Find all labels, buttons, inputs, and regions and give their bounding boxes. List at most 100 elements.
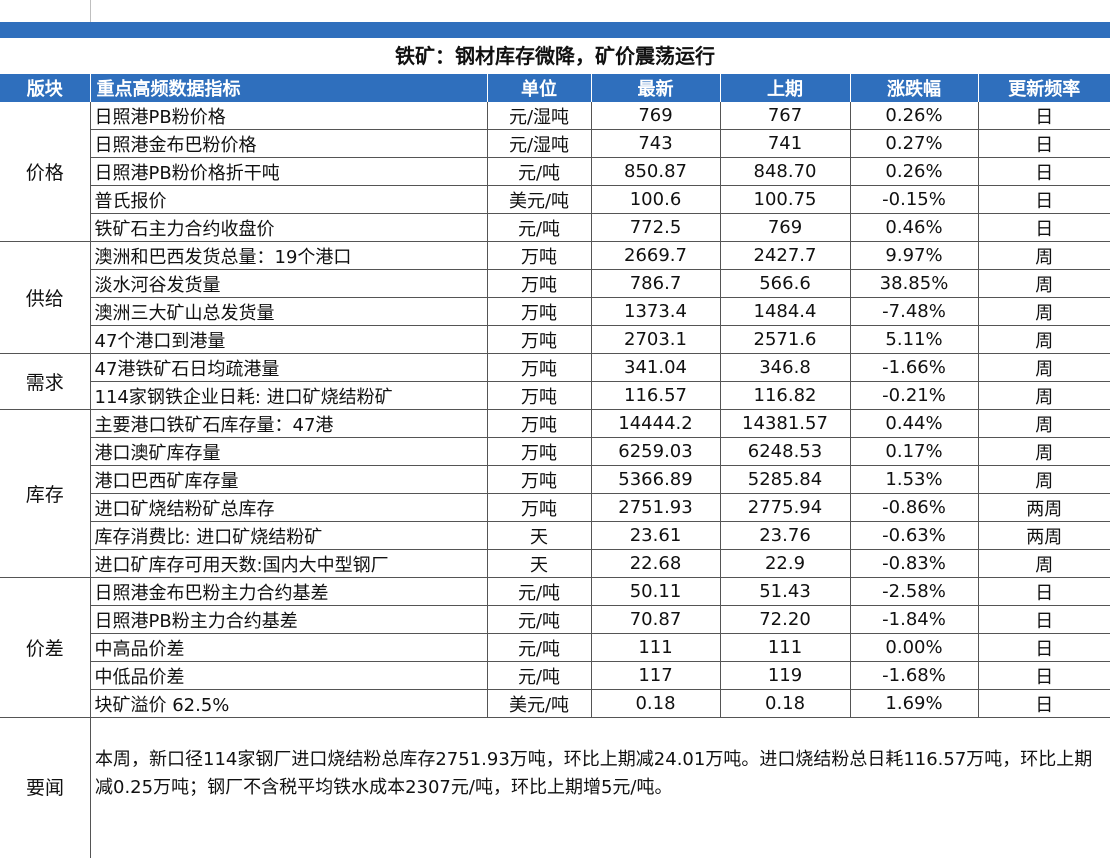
cell-latest: 117	[590, 661, 720, 690]
cell-previous: 767	[719, 102, 850, 130]
cell-latest: 22.68	[590, 549, 720, 578]
cell-change: -0.63%	[849, 521, 978, 550]
cell-freq: 周	[977, 409, 1110, 438]
cell-previous: 23.76	[719, 521, 850, 550]
cell-latest: 850.87	[590, 157, 720, 186]
cell-freq: 两周	[977, 493, 1110, 522]
cell-unit: 元/吨	[486, 661, 591, 690]
cell-unit: 元/湿吨	[486, 102, 591, 130]
cell-unit: 元/吨	[486, 577, 591, 606]
cell-previous: 119	[719, 661, 850, 690]
cell-previous: 2427.7	[719, 241, 850, 270]
table-row: 进口矿烧结粉矿总库存 万吨 2751.93 2775.94 -0.86% 两周	[0, 493, 1110, 522]
table-row: 价差 日照港金布巴粉主力合约基差 元/吨 50.11 51.43 -2.58% 日	[0, 577, 1110, 718]
cell-indicator: 日照港PB粉价格折干吨	[89, 157, 487, 186]
cell-previous: 22.9	[719, 549, 850, 578]
table-row: 价格 日照港PB粉价格 元/湿吨 769 767 0.26% 日	[0, 102, 1110, 242]
table-row: 47个港口到港量 万吨 2703.1 2571.6 5.11% 周	[0, 325, 1110, 354]
cell-unit: 万吨	[486, 381, 591, 410]
table-row: 澳洲三大矿山总发货量 万吨 1373.4 1484.4 -7.48% 周	[0, 297, 1110, 326]
table-row: 中高品价差 元/吨 111 111 0.00% 日	[0, 633, 1110, 662]
cell-freq: 日	[977, 689, 1110, 718]
cell-latest: 341.04	[590, 353, 720, 382]
header-section: 版块	[0, 74, 90, 102]
cell-freq: 两周	[977, 521, 1110, 550]
cell-previous: 0.18	[719, 689, 850, 718]
cell-previous: 741	[719, 129, 850, 158]
cell-change: 0.44%	[849, 409, 978, 438]
cell-change: 0.00%	[849, 633, 978, 662]
cell-latest: 772.5	[590, 213, 720, 242]
cell-latest: 23.61	[590, 521, 720, 550]
cell-change: 0.17%	[849, 437, 978, 466]
data-table: 版块 重点高频数据指标 单位 最新 上期 涨跌幅 更新频率 价格 日照港PB粉价格…	[0, 74, 1110, 718]
cell-previous: 6248.53	[719, 437, 850, 466]
cell-previous: 2775.94	[719, 493, 850, 522]
cell-previous: 1484.4	[719, 297, 850, 326]
header-latest: 最新	[590, 74, 720, 102]
news-label: 要闻	[25, 777, 64, 799]
cell-indicator: 中低品价差	[89, 661, 487, 690]
table-row: 块矿溢价 62.5% 美元/吨 0.18 0.18 1.69% 日	[0, 689, 1110, 718]
cell-unit: 万吨	[486, 325, 591, 354]
cell-indicator: 块矿溢价 62.5%	[89, 689, 487, 718]
cell-latest: 786.7	[590, 269, 720, 298]
cell-latest: 5366.89	[590, 465, 720, 494]
cell-freq: 周	[977, 465, 1110, 494]
cell-indicator: 铁矿石主力合约收盘价	[89, 213, 487, 242]
cell-indicator: 日照港金布巴粉主力合约基差	[89, 577, 487, 606]
cell-latest: 2669.7	[590, 241, 720, 270]
header-previous: 上期	[719, 74, 850, 102]
table-row: 114家钢铁企业日耗: 进口矿烧结粉矿 万吨 116.57 116.82 -0.21% 周	[0, 381, 1110, 410]
cell-previous: 116.82	[719, 381, 850, 410]
cell-freq: 周	[977, 549, 1110, 578]
cell-freq: 周	[977, 437, 1110, 466]
header-change: 涨跌幅	[849, 74, 978, 102]
top-divider	[90, 0, 91, 22]
cell-change: 0.27%	[849, 129, 978, 158]
cell-unit: 元/吨	[486, 605, 591, 634]
cell-unit: 美元/吨	[486, 185, 591, 214]
table-row: 港口巴西矿库存量 万吨 5366.89 5285.84 1.53% 周	[0, 465, 1110, 494]
cell-change: -2.58%	[849, 577, 978, 606]
cell-unit: 万吨	[486, 269, 591, 298]
cell-indicator: 47港铁矿石日均疏港量	[89, 353, 487, 382]
section-label: 价差	[0, 577, 90, 718]
cell-previous: 346.8	[719, 353, 850, 382]
title-accent-bar	[0, 22, 1110, 38]
cell-indicator: 普氏报价	[89, 185, 487, 214]
cell-unit: 天	[486, 549, 591, 578]
cell-indicator: 澳洲和巴西发货总量：19个港口	[89, 241, 487, 270]
cell-freq: 日	[977, 185, 1110, 214]
cell-change: -1.84%	[849, 605, 978, 634]
cell-unit: 万吨	[486, 353, 591, 382]
cell-freq: 周	[977, 381, 1110, 410]
cell-indicator: 主要港口铁矿石库存量：47港	[89, 409, 487, 438]
cell-unit: 元/湿吨	[486, 129, 591, 158]
cell-change: 1.53%	[849, 465, 978, 494]
cell-change: 5.11%	[849, 325, 978, 354]
cell-previous: 566.6	[719, 269, 850, 298]
cell-change: -0.15%	[849, 185, 978, 214]
cell-latest: 70.87	[590, 605, 720, 634]
cell-indicator: 114家钢铁企业日耗: 进口矿烧结粉矿	[89, 381, 487, 410]
cell-latest: 111	[590, 633, 720, 662]
cell-freq: 周	[977, 297, 1110, 326]
news-section: 要闻 本周，新口径114家钢厂进口烧结粉总库存2751.93万吨，环比上期减24…	[0, 718, 1110, 858]
cell-unit: 万吨	[486, 493, 591, 522]
cell-latest: 100.6	[590, 185, 720, 214]
cell-change: 0.26%	[849, 102, 978, 130]
cell-change: 9.97%	[849, 241, 978, 270]
cell-unit: 万吨	[486, 241, 591, 270]
cell-latest: 1373.4	[590, 297, 720, 326]
cell-freq: 日	[977, 605, 1110, 634]
cell-freq: 周	[977, 241, 1110, 270]
cell-previous: 5285.84	[719, 465, 850, 494]
table-row: 中低品价差 元/吨 117 119 -1.68% 日	[0, 661, 1110, 690]
cell-indicator: 淡水河谷发货量	[89, 269, 487, 298]
cell-freq: 周	[977, 269, 1110, 298]
cell-previous: 848.70	[719, 157, 850, 186]
cell-change: -0.21%	[849, 381, 978, 410]
cell-freq: 日	[977, 129, 1110, 158]
cell-indicator: 进口矿库存可用天数:国内大中型钢厂	[89, 549, 487, 578]
